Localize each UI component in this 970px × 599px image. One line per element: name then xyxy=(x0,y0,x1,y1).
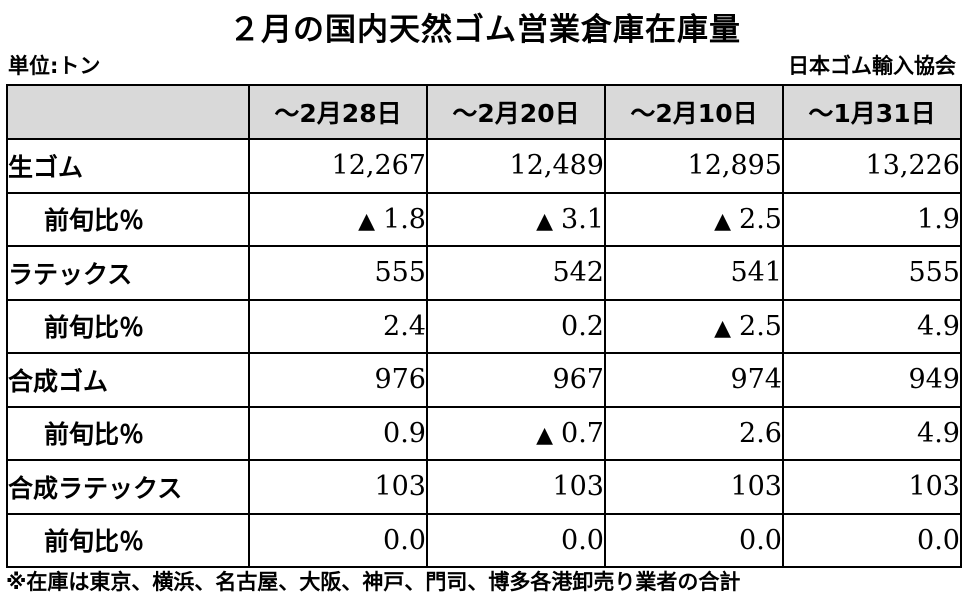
value-cell: 103 xyxy=(426,459,606,515)
value-cell: 103 xyxy=(248,459,428,515)
value-cell: ▲ 3.1 xyxy=(426,191,606,247)
cell-value: 967 xyxy=(552,364,604,396)
cell-value: 0.0 xyxy=(917,524,960,556)
header-row: ～2月28日 ～2月20日 ～2月10日 ～1月31日 xyxy=(6,84,962,140)
cell-value: 2.6 xyxy=(739,417,782,449)
header-corner xyxy=(6,84,250,140)
value-cell: ▲ 2.5 xyxy=(604,298,784,354)
table-row: 生ゴム 12,267 12,489 12,895 13,226 xyxy=(6,138,962,194)
row-label: ラテックス xyxy=(6,245,250,301)
cell-value: 0.0 xyxy=(739,524,782,556)
negative-triangle-icon: ▲ xyxy=(536,422,554,448)
table-row: 前旬比％ 0.9 ▲ 0.7 2.6 4.9 xyxy=(6,405,962,461)
value-cell: 0.0 xyxy=(248,512,428,568)
value-cell: 541 xyxy=(604,245,784,301)
row-label-change: 前旬比％ xyxy=(6,512,250,568)
row-label: 生ゴム xyxy=(6,138,250,194)
cell-value: 0.0 xyxy=(561,524,604,556)
column-header: ～2月28日 xyxy=(248,84,428,140)
cell-value: 103 xyxy=(730,471,782,503)
value-cell: 542 xyxy=(426,245,606,301)
cell-value: 1.8 xyxy=(383,203,426,235)
footnote: ※在庫は東京、横浜、名古屋、大阪、神戸、門司、博多各港卸売り業者の合計 xyxy=(6,570,741,594)
row-label-change: 前旬比％ xyxy=(6,405,250,461)
cell-value: 103 xyxy=(908,471,960,503)
value-cell: 2.4 xyxy=(248,298,428,354)
unit-label: 単位:トン xyxy=(8,54,101,78)
table-row: 合成ゴム 976 967 974 949 xyxy=(6,352,962,408)
cell-value: 0.2 xyxy=(561,310,604,342)
value-cell: 0.2 xyxy=(426,298,606,354)
row-label-change: 前旬比％ xyxy=(6,191,250,247)
value-cell: 12,267 xyxy=(248,138,428,194)
table-row: 前旬比％ 2.4 0.2 ▲ 2.5 4.9 xyxy=(6,298,962,354)
value-cell: 0.0 xyxy=(782,512,962,568)
value-cell: 0.0 xyxy=(604,512,784,568)
cell-value: 12,895 xyxy=(687,150,782,182)
negative-triangle-icon: ▲ xyxy=(358,208,376,234)
negative-triangle-icon: ▲ xyxy=(536,208,554,234)
value-cell: 555 xyxy=(782,245,962,301)
row-label-change: 前旬比％ xyxy=(6,298,250,354)
column-header: ～2月10日 xyxy=(604,84,784,140)
value-cell: ▲ 2.5 xyxy=(604,191,784,247)
value-cell: 967 xyxy=(426,352,606,408)
value-cell: 4.9 xyxy=(782,298,962,354)
cell-value: 555 xyxy=(908,257,960,289)
cell-value: 1.9 xyxy=(917,203,960,235)
cell-value: 542 xyxy=(552,257,604,289)
table-row: 合成ラテックス 103 103 103 103 xyxy=(6,459,962,515)
cell-value: 4.9 xyxy=(917,417,960,449)
column-header: ～2月20日 xyxy=(426,84,606,140)
cell-value: 4.9 xyxy=(917,310,960,342)
value-cell: 12,489 xyxy=(426,138,606,194)
row-label: 合成ゴム xyxy=(6,352,250,408)
cell-value: 103 xyxy=(552,471,604,503)
cell-value: 0.0 xyxy=(383,524,426,556)
cell-value: 12,489 xyxy=(509,150,604,182)
value-cell: 949 xyxy=(782,352,962,408)
negative-triangle-icon: ▲ xyxy=(714,315,732,341)
value-cell: 13,226 xyxy=(782,138,962,194)
value-cell: 12,895 xyxy=(604,138,784,194)
value-cell: 4.9 xyxy=(782,405,962,461)
negative-triangle-icon: ▲ xyxy=(714,208,732,234)
value-cell: 0.9 xyxy=(248,405,428,461)
table-row: 前旬比％ ▲ 1.8 ▲ 3.1 ▲ 2.5 1.9 xyxy=(6,191,962,247)
cell-value: 976 xyxy=(374,364,426,396)
cell-value: 555 xyxy=(374,257,426,289)
value-cell: 974 xyxy=(604,352,784,408)
column-header: ～1月31日 xyxy=(782,84,962,140)
page-title: ２月の国内天然ゴム営業倉庫在庫量 xyxy=(229,12,741,48)
table-row: ラテックス 555 542 541 555 xyxy=(6,245,962,301)
inventory-table: ～2月28日 ～2月20日 ～2月10日 ～1月31日 生ゴム 12,267 12,… xyxy=(6,84,962,568)
cell-value: 13,226 xyxy=(865,150,960,182)
cell-value: 949 xyxy=(908,364,960,396)
cell-value: 0.9 xyxy=(383,417,426,449)
cell-value: 974 xyxy=(730,364,782,396)
value-cell: 555 xyxy=(248,245,428,301)
cell-value: 103 xyxy=(374,471,426,503)
value-cell: ▲ 1.8 xyxy=(248,191,428,247)
row-label: 合成ラテックス xyxy=(6,459,250,515)
value-cell: 976 xyxy=(248,352,428,408)
cell-value: 12,267 xyxy=(331,150,426,182)
value-cell: 103 xyxy=(782,459,962,515)
cell-value: 2.4 xyxy=(383,310,426,342)
value-cell: 1.9 xyxy=(782,191,962,247)
source-label: 日本ゴム輸入協会 xyxy=(788,54,956,78)
cell-value: 2.5 xyxy=(739,310,782,342)
cell-value: 541 xyxy=(730,257,782,289)
value-cell: 2.6 xyxy=(604,405,784,461)
cell-value: 0.7 xyxy=(561,417,604,449)
value-cell: ▲ 0.7 xyxy=(426,405,606,461)
value-cell: 103 xyxy=(604,459,784,515)
cell-value: 3.1 xyxy=(561,203,604,235)
table-row: 前旬比％ 0.0 0.0 0.0 0.0 xyxy=(6,512,962,568)
cell-value: 2.5 xyxy=(739,203,782,235)
value-cell: 0.0 xyxy=(426,512,606,568)
